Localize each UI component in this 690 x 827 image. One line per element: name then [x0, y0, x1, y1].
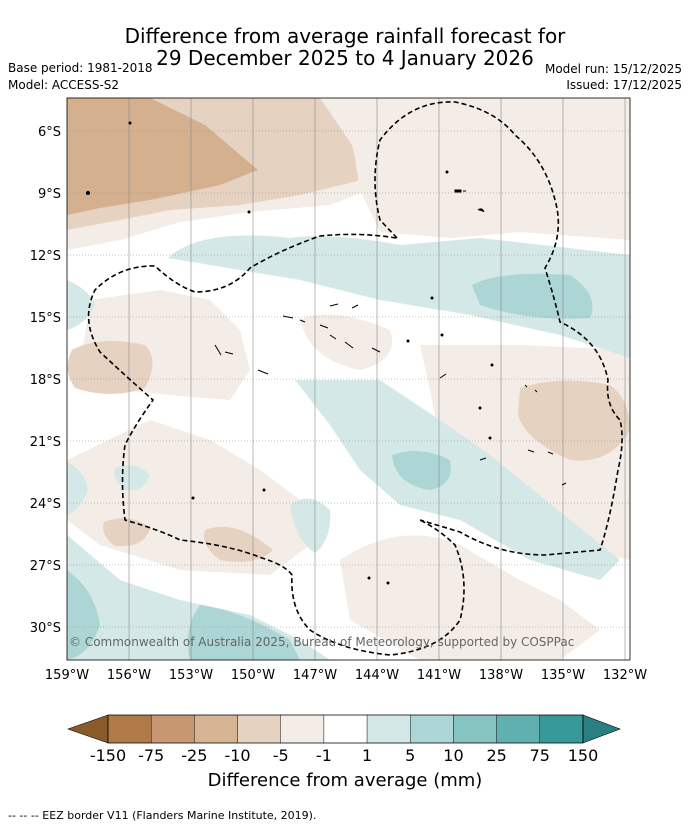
colorbar-max-arrow: [582, 714, 621, 744]
wet-band-center: [295, 380, 620, 580]
lon-label: 144°W: [355, 668, 399, 683]
lat-label: 27°S: [30, 559, 61, 574]
colorbar-tick-label: -5: [272, 746, 289, 765]
model-name: Model: ACCESS-S2: [8, 78, 120, 92]
wet-blob-west: [67, 280, 95, 330]
wet-core-southwest: [67, 570, 100, 660]
title-line-1: Difference from average rainfall forecas…: [124, 24, 566, 48]
colorbar-swatch: [539, 714, 584, 744]
lat-label: 18°S: [30, 373, 61, 388]
lon-label: 132°W: [603, 668, 647, 683]
colorbar-min-arrow: [67, 714, 109, 744]
eez-border-marquesas: [374, 101, 623, 556]
colorbar-swatch: [107, 714, 152, 744]
wet-core-south: [187, 605, 300, 660]
wet-band-north: [168, 235, 630, 358]
colorbar-swatch: [280, 714, 325, 744]
lon-label: 156°W: [107, 668, 151, 683]
colorbar-tick-label: -1: [315, 746, 332, 765]
colorbar-swatch: [237, 714, 281, 744]
colorbar: [67, 714, 621, 744]
eez-legend-note: -- -- -- EEZ border V11 (Flanders Marine…: [8, 809, 317, 822]
lat-label: 15°S: [30, 311, 61, 326]
wet-core-center: [392, 451, 451, 490]
colorbar-swatch: [410, 714, 454, 744]
colorbar-tick-label: 150: [567, 746, 599, 765]
lon-label: 153°W: [169, 668, 213, 683]
dry-blob-southwest-2: [204, 526, 273, 563]
lat-label: 30°S: [30, 621, 61, 636]
lat-label: 6°S: [38, 125, 61, 140]
colorbar-tick-label: -10: [224, 746, 251, 765]
dry-blob-southwest-1: [103, 518, 150, 547]
base-period: Base period: 1981-2018: [8, 61, 153, 75]
lon-label: 135°W: [541, 668, 585, 683]
issued-date: Issued: 17/12/2025: [566, 78, 682, 92]
lat-label: 9°S: [38, 187, 61, 202]
dry-blob-west: [67, 341, 153, 394]
longitude-labels: 159°W 156°W 153°W 150°W 147°W 144°W 141°…: [45, 668, 647, 683]
colorbar-tick-label: 25: [486, 746, 507, 765]
title-line-2: 29 December 2025 to 4 January 2026: [156, 46, 534, 70]
lon-label: 159°W: [45, 668, 89, 683]
colorbar-tick-label: -25: [181, 746, 208, 765]
colorbar-swatch: [194, 714, 238, 744]
colorbar-tick-label: 5: [405, 746, 416, 765]
latitude-labels: 6°S 9°S 12°S 15°S 18°S 21°S 24°S 27°S 30…: [30, 125, 61, 636]
lon-label: 141°W: [417, 668, 461, 683]
colorbar-tick-label: -75: [138, 746, 165, 765]
colorbar-tick-label: 75: [529, 746, 550, 765]
dry-region-northeast: [330, 98, 630, 240]
wet-blob-south: [290, 498, 331, 553]
lon-label: 138°W: [479, 668, 523, 683]
eez-border-cook-islands: [87, 233, 465, 656]
colorbar-tick-label: -150: [89, 746, 127, 765]
colorbar-tick-label: 10: [443, 746, 464, 765]
islands: [86, 121, 567, 585]
lat-label: 21°S: [30, 435, 61, 450]
colorbar-swatch: [496, 714, 541, 744]
wet-blob-west-2: [67, 462, 88, 515]
colorbar-swatch: [453, 714, 497, 744]
lon-label: 147°W: [293, 668, 337, 683]
colorbar-title: Difference from average (mm): [207, 770, 483, 791]
wet-core-north: [472, 273, 593, 319]
copyright-notice: © Commonwealth of Australia 2025, Bureau…: [69, 635, 574, 649]
rainfall-map: © Commonwealth of Australia 2025, Bureau…: [30, 97, 647, 683]
lon-label: 150°W: [231, 668, 275, 683]
colorbar-swatch: [150, 714, 195, 744]
colorbar-swatch: [323, 714, 368, 744]
model-run: Model run: 15/12/2025: [544, 62, 682, 76]
map-frame: [66, 97, 631, 661]
colorbar-tick-label: 1: [361, 746, 373, 765]
colorbar-swatch: [366, 714, 411, 744]
lat-label: 12°S: [30, 249, 61, 264]
colorbar-swatches: [107, 714, 584, 744]
dry-blob-east: [518, 380, 630, 461]
colorbar-frame: [107, 714, 584, 744]
dry-region-south: [340, 535, 600, 660]
map-field: [67, 98, 630, 660]
dry-region-northwest-core: [67, 98, 258, 215]
lat-label: 24°S: [30, 497, 61, 512]
